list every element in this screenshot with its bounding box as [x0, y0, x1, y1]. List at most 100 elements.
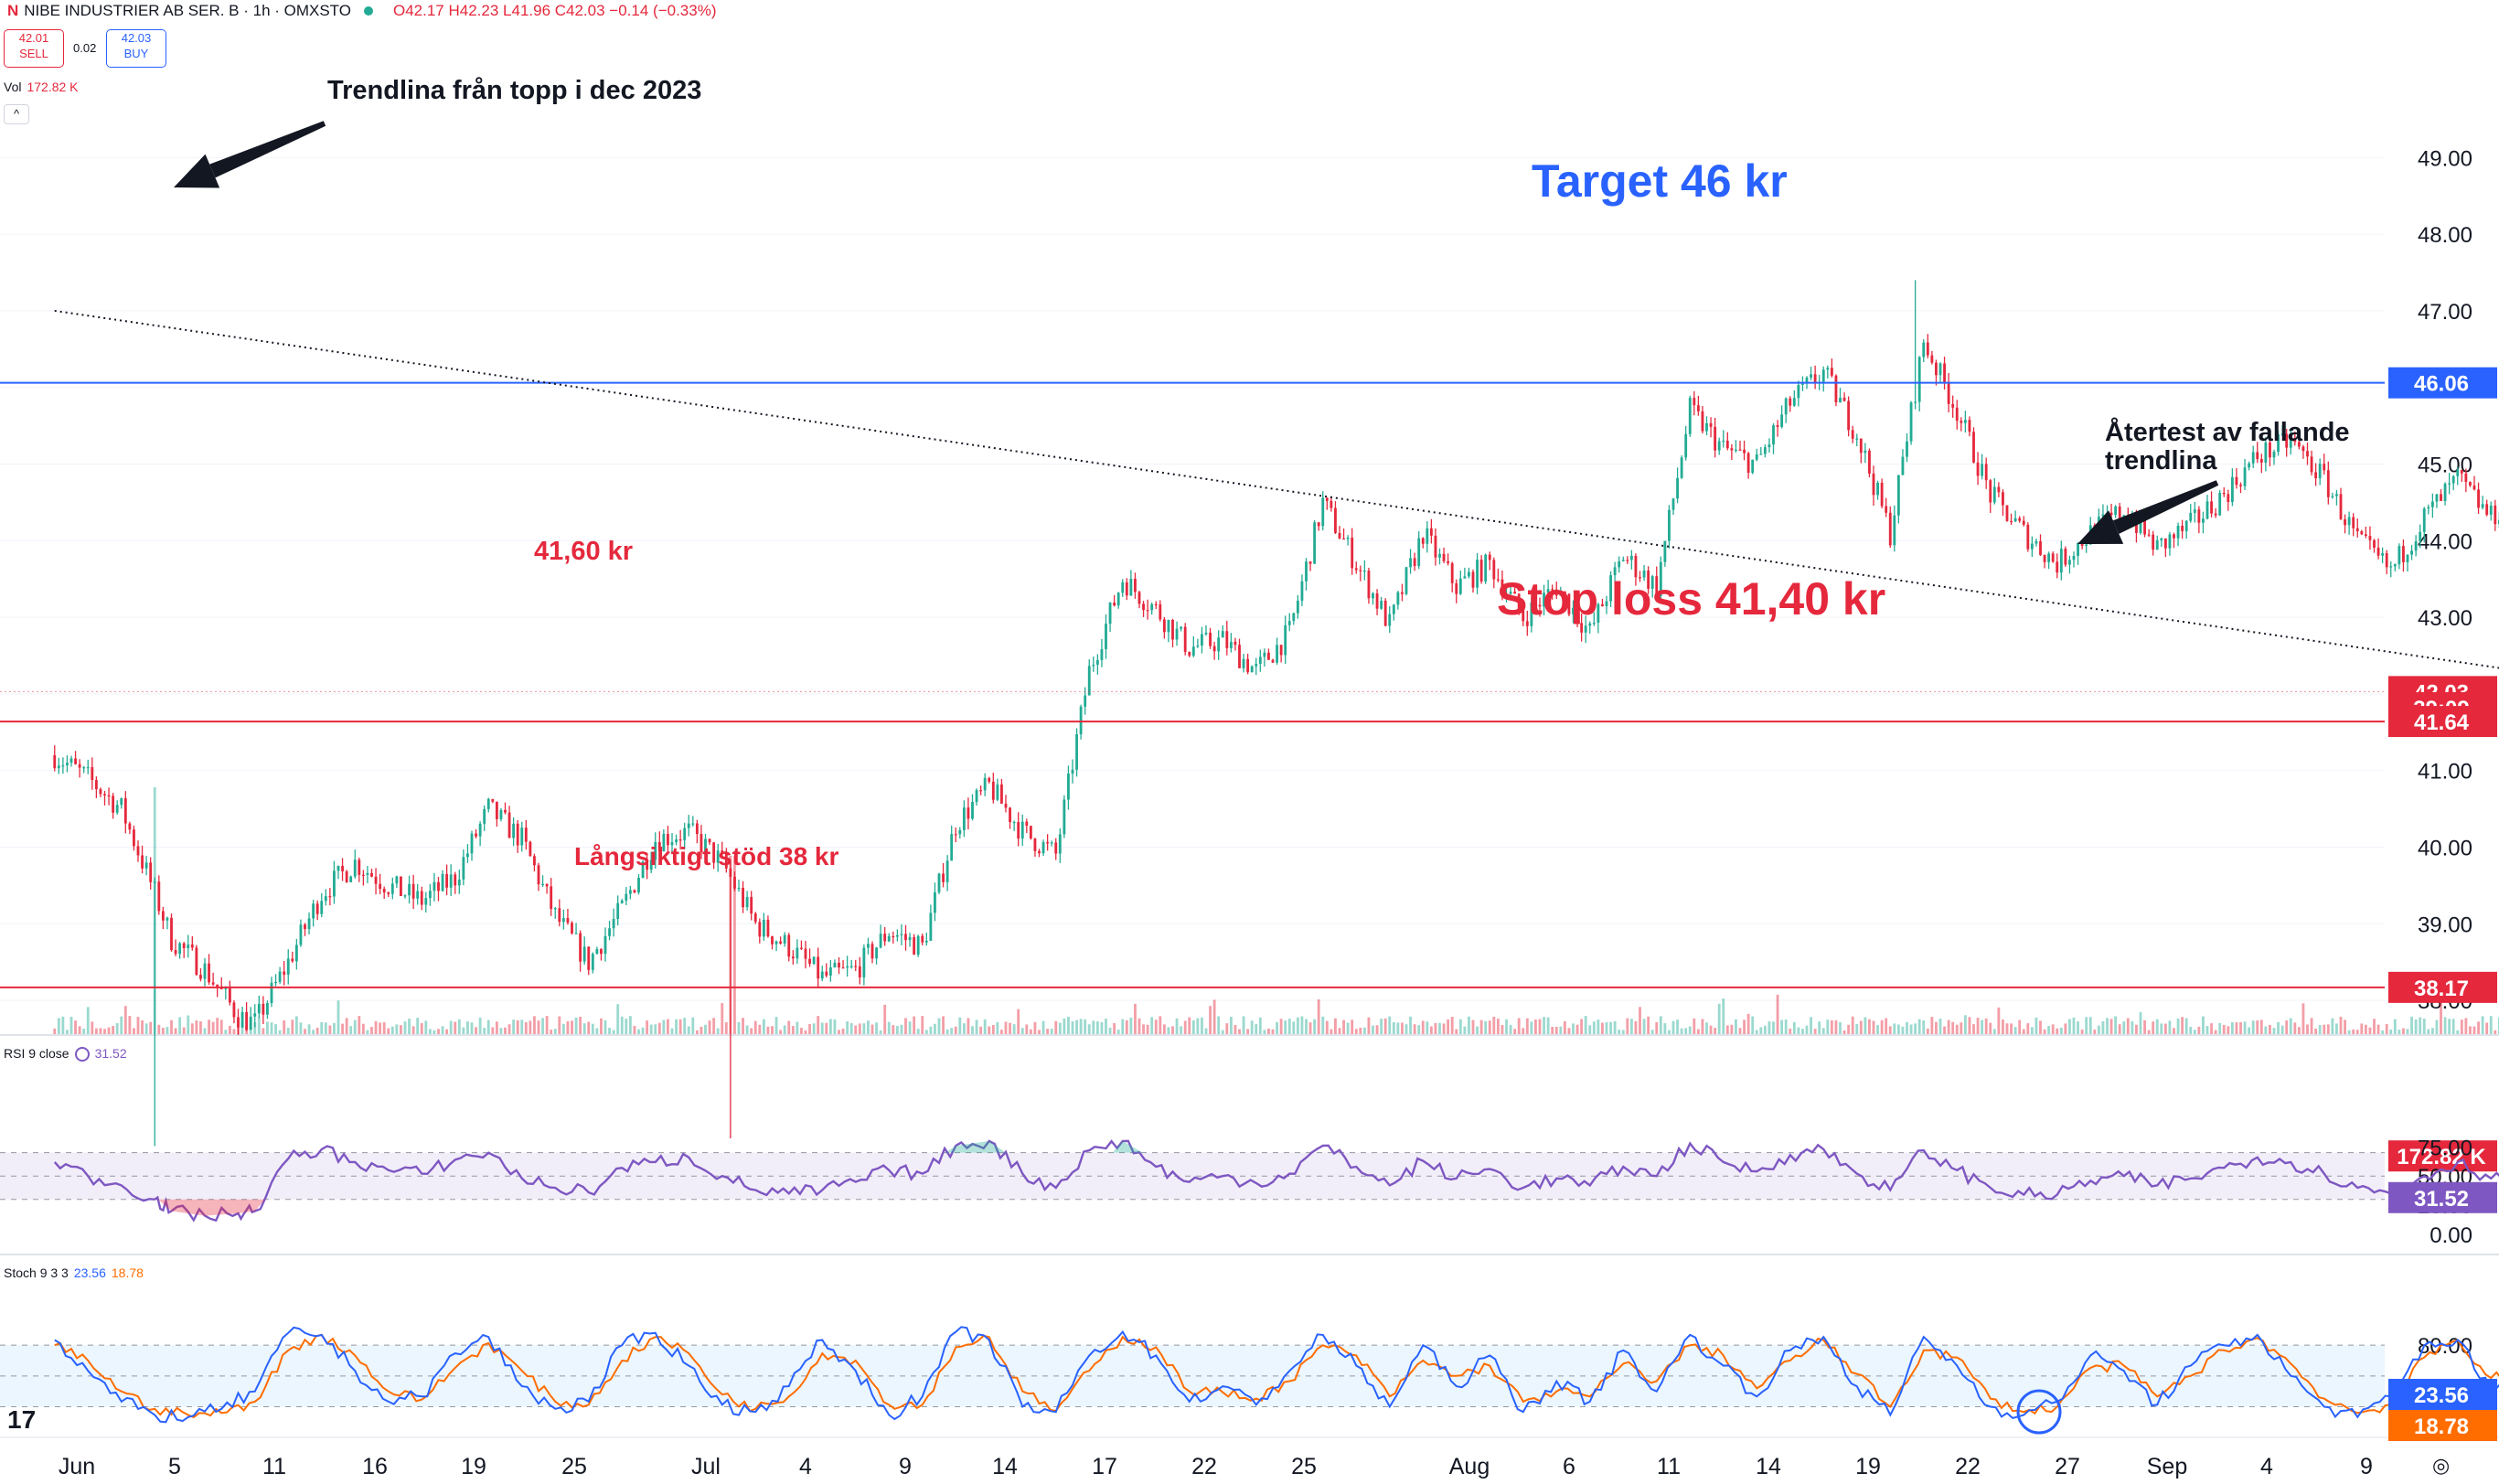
candle-body [2406, 554, 2409, 562]
candle-body [1058, 834, 1062, 854]
volume-bar [1125, 1020, 1128, 1034]
volume-bar [1471, 1020, 1475, 1034]
volume-bar [924, 1030, 928, 1034]
candle-body [1872, 473, 1875, 496]
candle-body [1984, 464, 1988, 481]
candle-body [2047, 553, 2051, 562]
volume-bar [945, 1029, 949, 1034]
price-tick-label: 49.00 [2418, 146, 2472, 171]
candle-body [512, 823, 516, 838]
candle-body [2214, 513, 2217, 516]
volume-bar [1901, 1026, 1905, 1034]
rsi-settings-icon[interactable] [74, 1047, 90, 1062]
candle-body [187, 944, 190, 948]
volume-bar [612, 1030, 615, 1034]
candle-body [2402, 546, 2405, 562]
time-tick-label: 16 [362, 1454, 388, 1479]
candle-body [370, 872, 373, 877]
volume-bar [291, 1020, 294, 1034]
volume-bar [561, 1023, 565, 1034]
volume-bar [370, 1027, 373, 1034]
volume-bar [1517, 1018, 1521, 1034]
sell-button[interactable]: 42.01 SELL [4, 29, 64, 68]
rsi-legend: RSI 9 close 31.52 [4, 1046, 127, 1062]
arrow-shaft [209, 121, 326, 178]
volume-bar [913, 1016, 916, 1034]
candle-body [507, 812, 511, 838]
candle-body [620, 900, 624, 903]
settings-icon[interactable]: ◎ [2432, 1454, 2451, 1477]
candle-body [2331, 496, 2334, 497]
candle-body [1876, 483, 1879, 496]
candle-body [579, 933, 582, 962]
volume-bar [219, 1020, 223, 1034]
candle-body [1868, 450, 1871, 474]
volume-bar [1137, 1018, 1141, 1034]
candle-body [879, 934, 882, 948]
candle-body [1063, 799, 1066, 835]
collapse-legend-button[interactable]: ^ [4, 104, 29, 124]
candle-body [345, 870, 348, 882]
volume-bar [1876, 1025, 1879, 1034]
volume-bar [507, 1024, 511, 1034]
candle-body [315, 903, 319, 914]
volume-bar [587, 1021, 591, 1034]
candle-body [2477, 489, 2480, 508]
volume-bar [2230, 1021, 2234, 1034]
candle-body [2160, 538, 2163, 540]
volume-bar [1325, 1020, 1329, 1034]
volume-bar [57, 1018, 60, 1034]
candle-body [541, 883, 544, 886]
volume-bar [1554, 1027, 1558, 1034]
volume-bar [2088, 1017, 2092, 1034]
volume-bar [1496, 1019, 1500, 1034]
candle-body [2344, 518, 2346, 526]
buy-button[interactable]: 42.03 BUY [106, 29, 166, 68]
candle-body [808, 958, 811, 965]
tradingview-logo-icon[interactable]: 17 [7, 1405, 37, 1434]
candle-body [1668, 509, 1671, 541]
candle-body [1004, 803, 1008, 808]
volume-bar [1500, 1025, 1504, 1034]
volume-bar [2101, 1020, 2105, 1034]
volume-bar [1212, 999, 1216, 1034]
volume-bar [208, 1020, 210, 1034]
candle-body [216, 984, 219, 988]
candle-body [1050, 842, 1053, 844]
volume-bar [1438, 1022, 1441, 1034]
price-tick-label: 45.00 [2418, 454, 2472, 478]
candle-body [462, 857, 465, 880]
volume-bar [2251, 1020, 2255, 1034]
candle-body [82, 767, 86, 769]
volume-bar [1943, 1026, 1946, 1034]
volume-bar [2280, 1025, 2284, 1034]
candle-body [2430, 501, 2434, 507]
candle-body [1479, 560, 1483, 582]
candle-body [428, 891, 432, 899]
volume-bar [324, 1022, 327, 1034]
candle-body [537, 865, 540, 885]
volume-bar [349, 1026, 353, 1034]
volume-bar [2072, 1017, 2076, 1034]
volume-bar [904, 1018, 907, 1034]
volume-bar [1079, 1019, 1083, 1034]
volume-bar [53, 1028, 57, 1034]
volume-bar [1755, 1030, 1758, 1034]
candle-body [483, 808, 486, 824]
candle-body [1634, 555, 1638, 578]
candle-body [996, 784, 999, 800]
volume-bar [390, 1026, 394, 1034]
volume-bar [328, 1025, 332, 1034]
candle-body [1354, 568, 1358, 571]
candle-body [700, 834, 703, 852]
price-tick-label: 44.00 [2418, 529, 2472, 554]
candle-body [1084, 695, 1087, 707]
volume-bar [61, 1016, 65, 1034]
candle-body [862, 947, 866, 977]
candle-body [403, 895, 407, 897]
volume-bar [2214, 1030, 2217, 1034]
volume-bar [1313, 1019, 1317, 1034]
candle-body [74, 758, 77, 764]
volume-bar [1885, 1018, 1888, 1034]
